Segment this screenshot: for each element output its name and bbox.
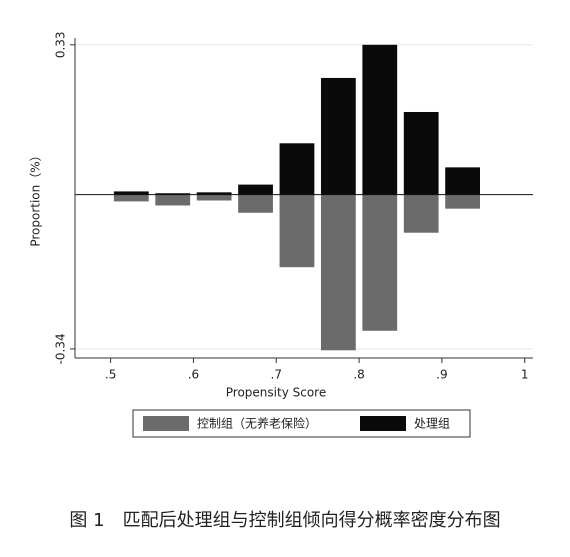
- legend-swatch: [143, 416, 189, 431]
- legend-swatch: [360, 416, 406, 431]
- x-tick-label: .9: [436, 368, 447, 382]
- caption: 图 1 匹配后处理组与控制组倾向得分概率密度分布图: [69, 510, 500, 531]
- y-axis-label: Proportion（%）: [29, 149, 43, 246]
- x-tick-label: .6: [188, 368, 199, 382]
- legend-label: 控制组（无养老保险）: [197, 416, 317, 431]
- bar: [113, 194, 149, 202]
- bar: [238, 194, 273, 213]
- x-tick-label: .8: [353, 368, 364, 382]
- x-tick-label: 1: [521, 368, 529, 382]
- y-tick-label: -0.34: [54, 333, 68, 364]
- bar: [155, 193, 191, 195]
- bar: [238, 184, 273, 195]
- bar: [196, 194, 232, 201]
- legend-label: 处理组: [414, 417, 450, 431]
- y-tick-label: 0.33: [54, 31, 68, 58]
- x-axis-label: Propensity Score: [226, 386, 326, 400]
- bar: [445, 194, 480, 209]
- legend-box: [132, 409, 471, 438]
- bar: [403, 111, 439, 195]
- bar: [362, 194, 398, 331]
- bar: [196, 192, 232, 195]
- bar: [279, 143, 315, 195]
- bar: [155, 194, 191, 206]
- bar: [113, 191, 149, 195]
- bar: [445, 167, 480, 195]
- bar: [279, 194, 315, 268]
- bar: [403, 194, 439, 233]
- bar: [362, 44, 398, 195]
- x-tick-label: .5: [105, 368, 116, 382]
- x-tick-label: .7: [271, 368, 282, 382]
- bar: [320, 77, 356, 195]
- bar: [320, 194, 356, 351]
